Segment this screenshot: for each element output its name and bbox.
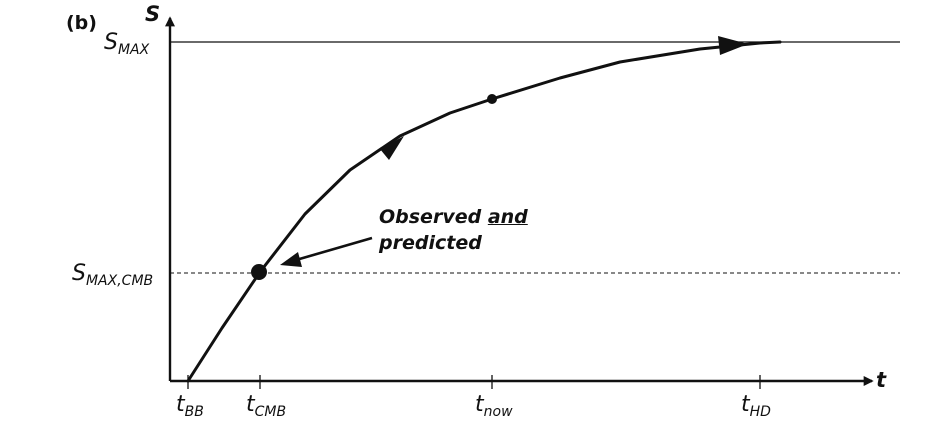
annotation-emphasis: and	[487, 206, 528, 228]
t-hd-label-subscript: HD	[749, 404, 771, 420]
t-cmb-label: tCMB	[246, 392, 287, 420]
t-hd-label: tHD	[741, 392, 771, 420]
t-cmb-label-base: t	[246, 392, 255, 417]
t-now-label: tnow	[475, 392, 513, 420]
smax-label: SMAX	[104, 30, 150, 58]
curve-direction-arrow-upper	[718, 36, 748, 55]
x-axis-label: t	[876, 368, 887, 392]
t-bb-label-subscript: BB	[184, 404, 204, 420]
smax-cmb-label-base: S	[72, 261, 86, 286]
now-point	[487, 94, 497, 104]
annotation-text: Observed and predicted	[379, 204, 528, 256]
annotation-line-1-prefix: Observed	[379, 206, 488, 228]
t-hd-label-base: t	[741, 392, 750, 417]
annotation-arrowhead	[280, 252, 302, 267]
t-cmb-label-subscript: CMB	[254, 404, 287, 420]
panel-label: (b)	[66, 12, 97, 34]
annotation-arrow-line	[295, 236, 373, 262]
smax-cmb-label: SMAX,CMB	[72, 261, 154, 289]
annotation-line-2: predicted	[379, 232, 482, 254]
t-bb-label: tBB	[176, 392, 204, 420]
t-now-label-base: t	[475, 392, 484, 417]
smax-label-base: S	[104, 30, 118, 55]
t-now-label-subscript: now	[483, 404, 513, 420]
curve-direction-arrow-lower	[380, 136, 404, 160]
annotation-line-1: Observed and	[379, 204, 528, 230]
t-bb-label-base: t	[176, 392, 185, 417]
y-axis-label: S	[145, 2, 161, 26]
smax-cmb-label-subscript: MAX,CMB	[85, 273, 154, 289]
cmb-point	[251, 264, 267, 280]
smax-label-subscript: MAX	[117, 42, 150, 58]
